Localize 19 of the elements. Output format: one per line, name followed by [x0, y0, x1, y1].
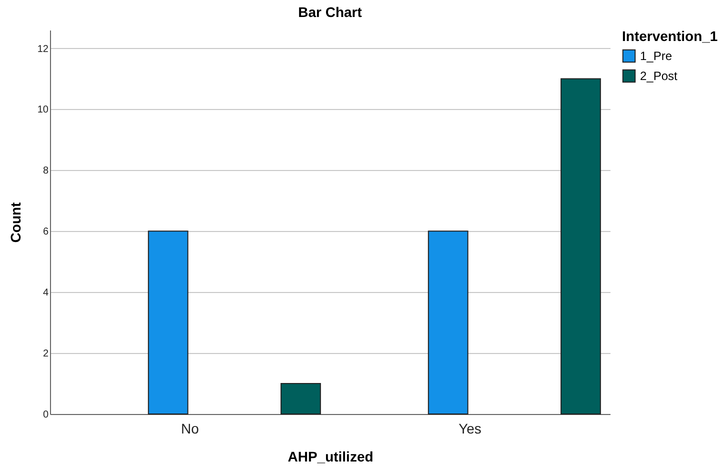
x-axis-title: AHP_utilized [288, 448, 374, 464]
y-axis-title: Count [7, 202, 24, 243]
bar [560, 78, 601, 414]
y-tick-label: 10 [37, 104, 49, 116]
y-tick-label: 12 [37, 44, 49, 55]
x-tick-label: No [181, 420, 200, 436]
y-tick-label: 6 [42, 226, 49, 238]
y-tick-label: 0 [42, 410, 49, 420]
y-tick-label: 8 [42, 166, 49, 177]
bar [428, 230, 468, 414]
legend-label: 2_Post [640, 69, 678, 83]
x-tick-label: Yes [458, 420, 482, 436]
legend-title: Intervention_1 [622, 28, 718, 44]
legend-label: 1_Pre [640, 49, 672, 63]
bar [280, 383, 321, 414]
bar [148, 230, 188, 414]
chart-title: Bar Chart [298, 4, 362, 20]
y-tick-label: 4 [42, 288, 49, 299]
y-tick-label: 2 [42, 348, 49, 360]
